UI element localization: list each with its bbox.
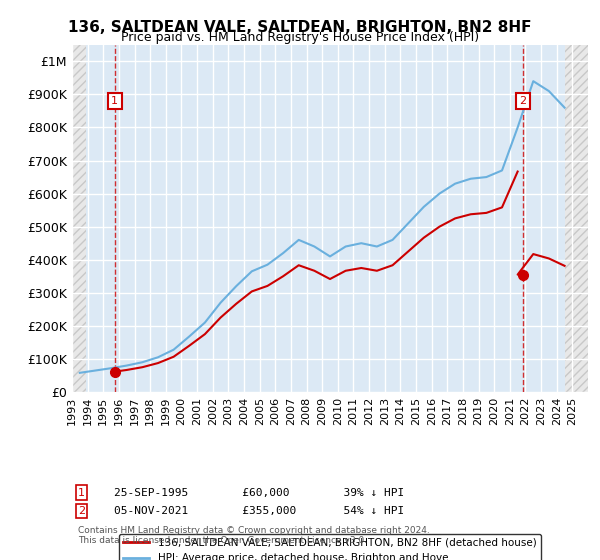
Text: 1: 1 [111, 96, 118, 106]
Text: 05-NOV-2021        £355,000       54% ↓ HPI: 05-NOV-2021 £355,000 54% ↓ HPI [114, 506, 404, 516]
Text: Contains HM Land Registry data © Crown copyright and database right 2024.: Contains HM Land Registry data © Crown c… [78, 526, 430, 535]
Text: This data is licensed under the Open Government Licence v3.0.: This data is licensed under the Open Gov… [78, 536, 367, 545]
Bar [565, 45, 596, 392]
Text: 2: 2 [78, 506, 85, 516]
Bar [72, 45, 86, 392]
Legend: 136, SALTDEAN VALE, SALTDEAN, BRIGHTON, BN2 8HF (detached house), HPI: Average p: 136, SALTDEAN VALE, SALTDEAN, BRIGHTON, … [119, 534, 541, 560]
Text: 25-SEP-1995        £60,000        39% ↓ HPI: 25-SEP-1995 £60,000 39% ↓ HPI [114, 488, 404, 498]
Text: 2: 2 [520, 96, 527, 106]
Text: 136, SALTDEAN VALE, SALTDEAN, BRIGHTON, BN2 8HF: 136, SALTDEAN VALE, SALTDEAN, BRIGHTON, … [68, 20, 532, 35]
Text: 1: 1 [78, 488, 85, 498]
Text: Price paid vs. HM Land Registry's House Price Index (HPI): Price paid vs. HM Land Registry's House … [121, 31, 479, 44]
